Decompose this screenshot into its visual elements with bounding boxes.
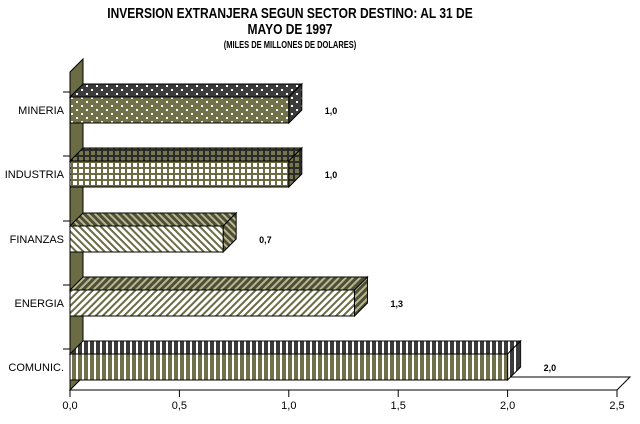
chart-title-line2: MAYO DE 1997 — [247, 21, 333, 38]
value-label: 2,0 — [544, 363, 557, 373]
value-label: 0,7 — [259, 235, 272, 245]
x-tick-label: 2,0 — [500, 400, 515, 412]
chart-title-block: INVERSION EXTRANJERA SEGUN SECTOR DESTIN… — [0, 6, 580, 52]
x-tick-label: 0,5 — [172, 400, 187, 412]
x-tick-label: 1,5 — [391, 400, 406, 412]
category-label: FINANZAS — [10, 234, 64, 246]
chart-plot: MINERIA 1,0 INDUSTRIA 1,0 FINANZAS 0,7 ENERGIA… — [5, 57, 632, 412]
chart-subtitle: (MILES DE MILLONES DE DOLARES) — [223, 40, 357, 51]
bar-front-4 — [69, 289, 355, 317]
x-tick-label: 2,5 — [609, 400, 624, 412]
value-label: 1,0 — [325, 170, 338, 180]
bar-top-2 — [68, 147, 304, 162]
bar-top-5 — [68, 340, 522, 355]
bar-top-4 — [68, 276, 369, 291]
value-label: 1,0 — [325, 106, 338, 116]
bar-front-1 — [69, 96, 290, 124]
bar-front-3 — [69, 225, 224, 253]
x-tick-label: 0,0 — [62, 400, 77, 412]
bar-front-2 — [69, 160, 290, 188]
category-label: INDUSTRIA — [5, 169, 65, 181]
value-label: 1,3 — [390, 299, 403, 309]
category-label: COMUNIC. — [8, 362, 64, 374]
chart-title-line1: INVERSION EXTRANJERA SEGUN SECTOR DESTIN… — [107, 5, 473, 22]
x-tick-label: 1,0 — [281, 400, 296, 412]
bar-front-5 — [69, 353, 509, 381]
bar-top-1 — [68, 83, 304, 98]
category-label: ENERGIA — [14, 298, 64, 310]
category-label: MINERIA — [18, 105, 65, 117]
bar-top-3 — [68, 212, 238, 227]
